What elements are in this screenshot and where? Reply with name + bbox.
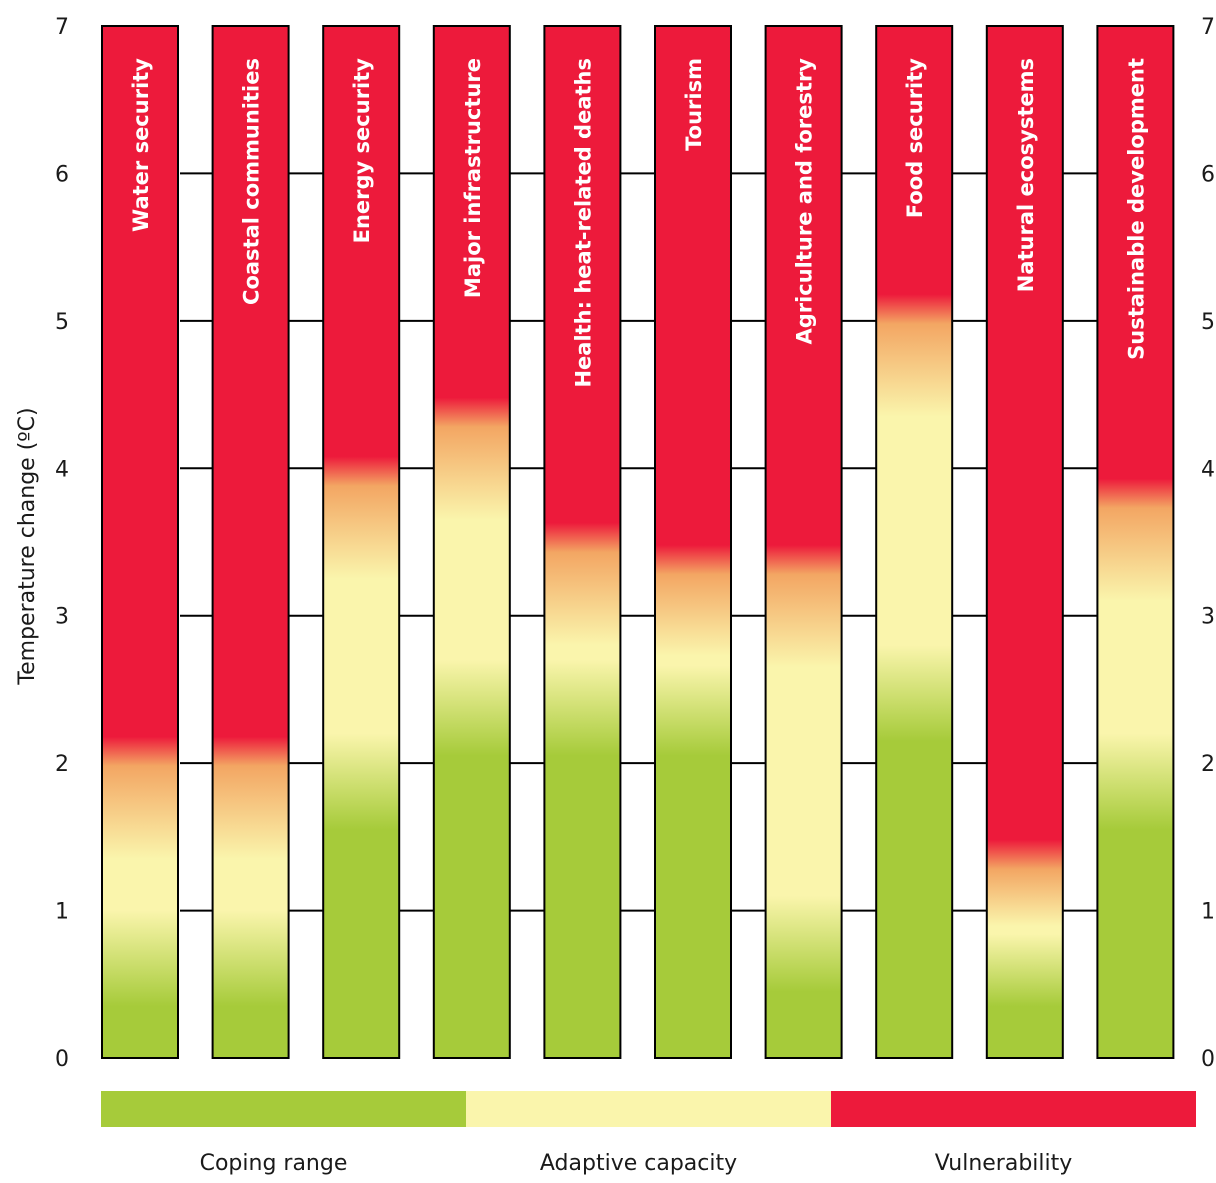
- y-axis-ticks: 0 0 1 1 2 2 3 3 4 4 5 5 6 6 7 7: [55, 15, 1215, 1072]
- bar-label: Coastal communities: [240, 58, 264, 305]
- y-axis-title: Temperature change (ºC): [15, 407, 40, 685]
- grid-lines: [180, 172, 1102, 912]
- bar-label: Food security: [903, 58, 927, 218]
- bar-label: Tourism: [682, 58, 706, 151]
- legend-swatch: [466, 1091, 832, 1127]
- legend: Coping range Adaptive capacity Vulnerabili…: [101, 1091, 1196, 1176]
- bar-group: Coastal communities: [211, 25, 290, 1059]
- y-tick-left-4: 4: [55, 457, 69, 482]
- y-tick-right-0: 0: [1201, 1047, 1215, 1072]
- y-tick-right-5: 5: [1201, 310, 1215, 335]
- bar: [322, 25, 401, 1059]
- y-tick-right-4: 4: [1201, 457, 1215, 482]
- y-tick-right-3: 3: [1201, 605, 1215, 630]
- y-tick-right-6: 6: [1201, 162, 1215, 187]
- bar-group: Tourism: [654, 25, 732, 1059]
- bar-label: Sustainable development: [1124, 58, 1148, 360]
- bar: [1096, 25, 1175, 1059]
- legend-label: Adaptive capacity: [540, 1151, 737, 1176]
- y-tick-left-3: 3: [55, 605, 69, 630]
- bar-group: Agriculture and forestry: [764, 25, 843, 1059]
- y-tick-right-1: 1: [1201, 900, 1215, 925]
- y-tick-left-2: 2: [55, 752, 69, 777]
- bar-group: Natural ecosystems: [985, 25, 1064, 1059]
- legend-swatch: [831, 1091, 1196, 1127]
- bar: [654, 25, 732, 1059]
- bar-label: Health: heat-related deaths: [571, 58, 595, 388]
- bar-group: Food security: [875, 25, 954, 1059]
- bar-group: Sustainable development: [1096, 25, 1175, 1059]
- bar-label: Natural ecosystems: [1014, 58, 1038, 292]
- y-tick-left-0: 0: [55, 1047, 69, 1072]
- y-tick-right-2: 2: [1201, 752, 1215, 777]
- y-tick-left-1: 1: [55, 900, 69, 925]
- legend-label: Vulnerability: [935, 1151, 1073, 1176]
- bar-label: Energy security: [350, 58, 374, 244]
- legend-label: Coping range: [200, 1151, 348, 1176]
- bar: [211, 25, 290, 1059]
- bar-label: Major infrastructure: [461, 58, 485, 298]
- bars: Water security Coastal communities Energy …: [101, 25, 1175, 1059]
- bar: [101, 25, 179, 1059]
- bar-group: Water security: [101, 25, 179, 1059]
- y-tick-left-7: 7: [55, 15, 69, 40]
- y-tick-left-6: 6: [55, 162, 69, 187]
- bar: [432, 25, 511, 1059]
- bar: [543, 25, 622, 1059]
- bar: [764, 25, 843, 1059]
- y-tick-right-7: 7: [1201, 15, 1215, 40]
- y-tick-left-5: 5: [55, 310, 69, 335]
- bar-label: Water security: [129, 58, 153, 232]
- bar-group: Energy security: [322, 25, 401, 1059]
- bar-group: Health: heat-related deaths: [543, 25, 622, 1059]
- legend-swatch: [101, 1091, 467, 1127]
- bar-group: Major infrastructure: [432, 25, 511, 1059]
- bar: [875, 25, 954, 1059]
- bar-label: Agriculture and forestry: [793, 58, 817, 345]
- bar: [985, 25, 1064, 1059]
